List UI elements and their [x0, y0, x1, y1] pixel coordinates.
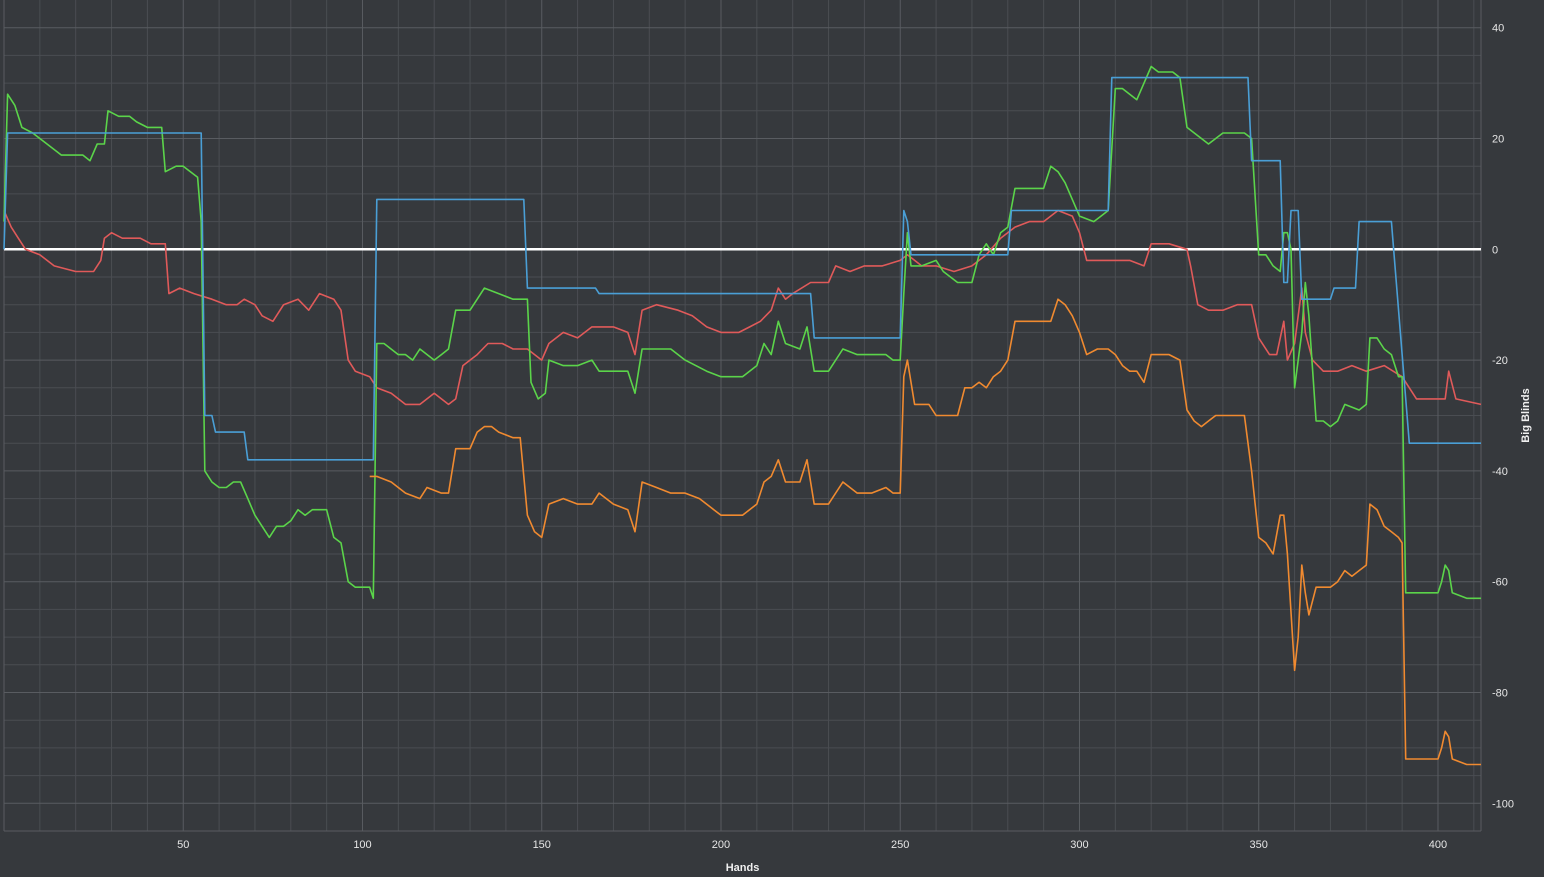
y-tick-label: -20 [1492, 355, 1508, 367]
series-line-4 [369, 298, 1481, 766]
x-tick-label: 50 [177, 839, 189, 851]
major-grid [3, 0, 1482, 832]
y-tick-label: 40 [1492, 23, 1504, 35]
x-tick-label: 250 [891, 839, 909, 851]
series-line-3 [3, 76, 1481, 461]
x-tick-label: 100 [353, 839, 371, 851]
series-group [3, 65, 1482, 766]
x-axis-title: Hands [726, 862, 760, 874]
y-tick-label: -100 [1492, 798, 1514, 810]
y-tick-label: -60 [1492, 577, 1508, 589]
minor-grid [4, 0, 1481, 831]
y-tick-label: 0 [1492, 244, 1498, 256]
series-line-2 [3, 65, 1481, 600]
y-tick-label: -40 [1492, 466, 1508, 478]
y-axis-title: Big Blinds [1520, 388, 1532, 442]
x-tick-label: 350 [1250, 839, 1268, 851]
x-tick-label: 400 [1429, 839, 1447, 851]
y-tick-label: 20 [1492, 134, 1504, 146]
y-tick-label: -80 [1492, 688, 1508, 700]
x-tick-label: 200 [712, 839, 730, 851]
x-tick-label: 300 [1070, 839, 1088, 851]
x-tick-label: 150 [533, 839, 551, 851]
series-line-1 [3, 209, 1482, 406]
y-axis-ticks: 40 20 0 -20 -40 -60 -80 -100 [1492, 23, 1514, 811]
x-axis-ticks: 50 100 150 200 250 300 350 400 [177, 839, 1447, 851]
